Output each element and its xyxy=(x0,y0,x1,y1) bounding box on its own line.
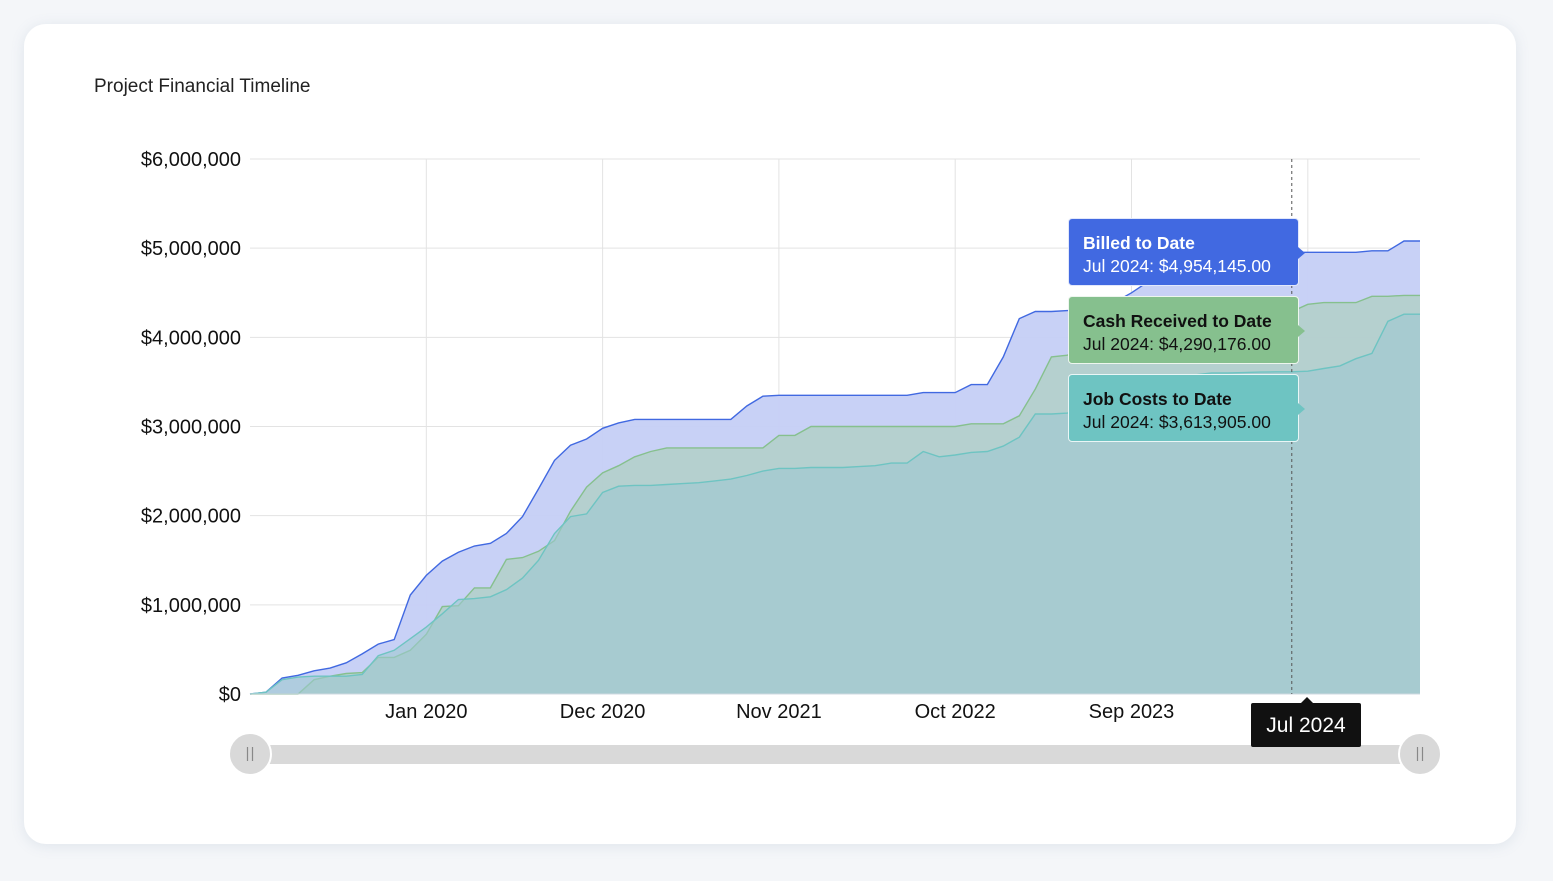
line-job-costs-to-date xyxy=(249,313,1420,695)
tooltip-series-name: Job Costs to Date xyxy=(1083,389,1232,409)
x-tick-label: Dec 2020 xyxy=(560,701,646,723)
tooltip-value: Jul 2024: $4,954,145.00 xyxy=(1083,256,1271,276)
y-tick-label: $6,000,000 xyxy=(141,149,241,171)
x-axis: Jan 2020 Dec 2020 Nov 2021 Oct 2022 Sep 2023… xyxy=(250,693,1420,723)
y-tick-label: $3,000,000 xyxy=(141,417,241,439)
y-tick-label: $2,000,000 xyxy=(141,506,241,528)
slider-handle-left[interactable] xyxy=(228,732,272,776)
chart-title: Project Financial Timeline xyxy=(94,76,311,97)
slider-handle-knob[interactable] xyxy=(228,732,272,776)
tooltip-value: Jul 2024: $3,613,905.00 xyxy=(1083,412,1271,432)
tooltip-cash-received-to-date: Cash Received to Date Jul 2024: $4,290,1… xyxy=(1068,296,1305,364)
y-tick-label: $1,000,000 xyxy=(141,595,241,617)
tooltip-series-name: Billed to Date xyxy=(1083,233,1195,253)
tooltip-billed-to-date: Billed to Date Jul 2024: $4,954,145.00 xyxy=(1068,218,1305,286)
y-axis: $0 $1,000,000 $2,000,000 $3,000,000 $4,000,0… xyxy=(141,149,241,706)
slider-track[interactable] xyxy=(250,745,1420,764)
y-tick-label: $5,000,000 xyxy=(141,238,241,260)
tooltip-series-name: Cash Received to Date xyxy=(1083,311,1272,331)
slider-handle-knob[interactable] xyxy=(1398,732,1442,776)
hover-x-label: Jul 2024 xyxy=(1251,697,1361,747)
tooltip-job-costs-to-date: Job Costs to Date Jul 2024: $3,613,905.0… xyxy=(1068,374,1305,442)
x-tick-label: Jan 2020 xyxy=(385,701,467,723)
y-tick-label: $4,000,000 xyxy=(141,327,241,349)
slider-handle-right[interactable] xyxy=(1398,732,1442,776)
x-tick-label: Nov 2021 xyxy=(736,701,822,723)
y-tick-label: $0 xyxy=(219,684,241,706)
x-tick-label: Oct 2022 xyxy=(915,701,996,723)
range-slider[interactable] xyxy=(228,732,1442,776)
x-tick-label: Sep 2023 xyxy=(1089,701,1175,723)
tooltip-value: Jul 2024: $4,290,176.00 xyxy=(1083,334,1271,354)
